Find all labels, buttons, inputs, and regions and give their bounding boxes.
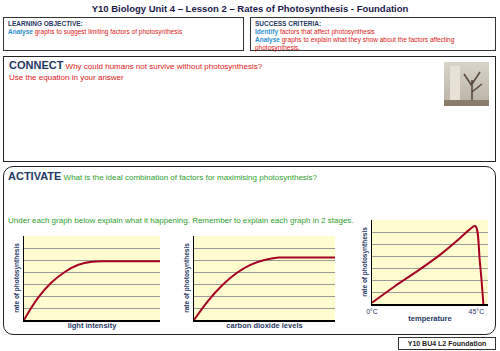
html-text:Identify factors that affect p: Identify factors that affect photosynthe… xyxy=(255,28,375,35)
html-text:Under each graph below explain: Under each graph below explain what it h… xyxy=(8,216,354,225)
html-text:LEARNING OBJECTIVE:: LEARNING OBJECTIVE: xyxy=(8,20,83,27)
svg-text:rate of photosynthesis: rate of photosynthesis xyxy=(13,243,21,313)
html-text:Analyse graphs to suggest limi: Analyse graphs to suggest limiting facto… xyxy=(8,28,183,35)
svg-text:temperature: temperature xyxy=(408,314,451,323)
svg-text:45°C: 45°C xyxy=(469,308,485,315)
html-text:ACTIVATEWhat is the ideal comb: ACTIVATEWhat is the ideal combination of… xyxy=(8,170,318,182)
svg-text:light intensity: light intensity xyxy=(68,321,118,330)
html-text:Use the equation in your answe: Use the equation in your answer xyxy=(9,73,124,82)
html-text:CONNECTWhy could humans not su: CONNECTWhy could humans not survive with… xyxy=(9,59,263,71)
html-text:Y10 BU4 L2 Foundation: Y10 BU4 L2 Foundation xyxy=(407,340,487,347)
svg-text:carbon dioxide levels: carbon dioxide levels xyxy=(226,321,302,330)
svg-text:rate of photosynthesis: rate of photosynthesis xyxy=(361,227,369,297)
html-text:Y10 Biology Unit 4 – Lesson 2: Y10 Biology Unit 4 – Lesson 2 – Rates of… xyxy=(91,3,409,14)
svg-text:0°C: 0°C xyxy=(366,308,378,315)
html-text:Analyse graphs to explain what: Analyse graphs to explain what they show… xyxy=(255,36,455,51)
svg-text:rate of photosynthesis: rate of photosynthesis xyxy=(183,243,191,313)
html-text:SUCCESS CRITERIA:: SUCCESS CRITERIA: xyxy=(255,20,322,27)
